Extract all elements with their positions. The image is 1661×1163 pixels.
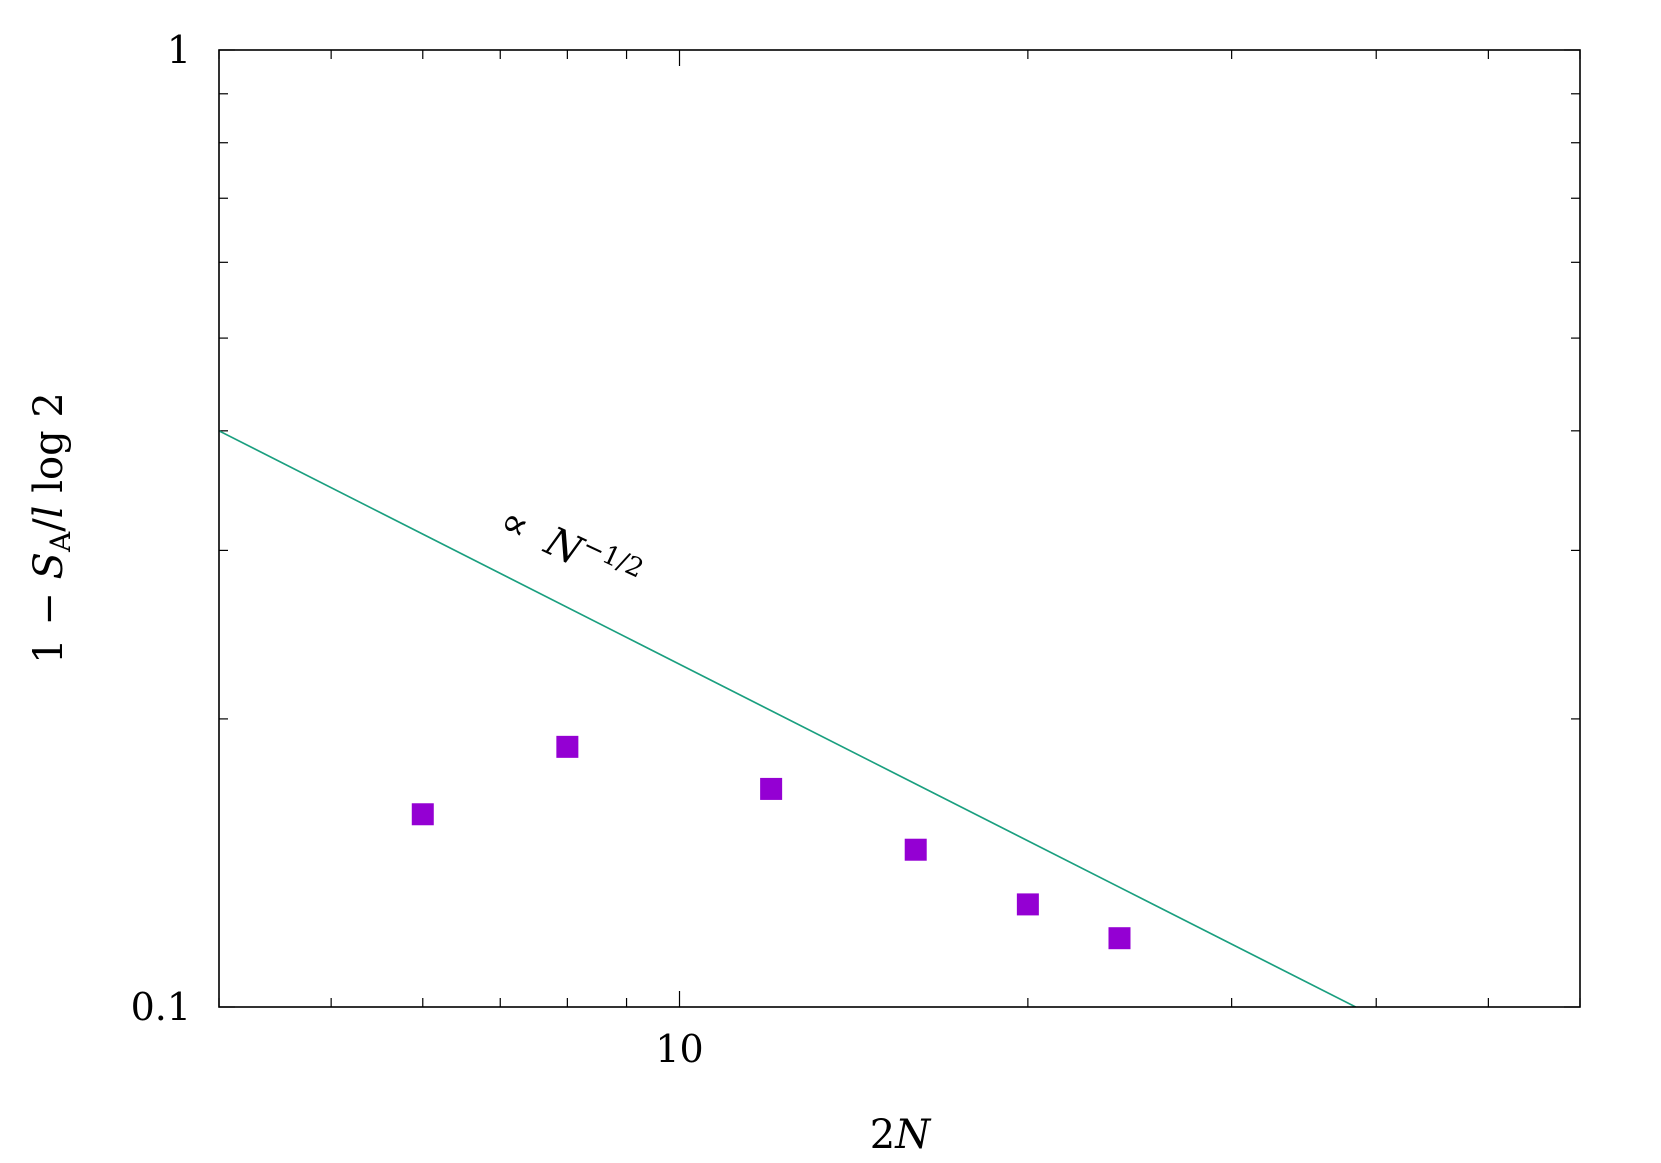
data-point <box>904 838 927 861</box>
fit-line <box>219 430 1357 1007</box>
data-point <box>556 735 579 758</box>
axis-ticks <box>218 49 1581 1008</box>
y-axis-label: 1 − SA/l log 2 <box>26 392 77 664</box>
x-axis-label: 2N <box>870 1112 932 1158</box>
data-points <box>411 735 1131 950</box>
y-tick-label: 0.1 <box>131 985 191 1029</box>
fit-annotation: ∝ N−1/2 <box>493 495 648 602</box>
x-tick-label: 10 <box>655 1027 703 1071</box>
y-tick-label: 1 <box>167 28 191 72</box>
data-point <box>411 803 434 826</box>
data-point <box>760 777 783 800</box>
tick-labels: 100.11 <box>131 28 704 1071</box>
data-point <box>1016 893 1039 916</box>
data-point <box>1108 927 1131 950</box>
plot-frame <box>218 49 1581 1008</box>
